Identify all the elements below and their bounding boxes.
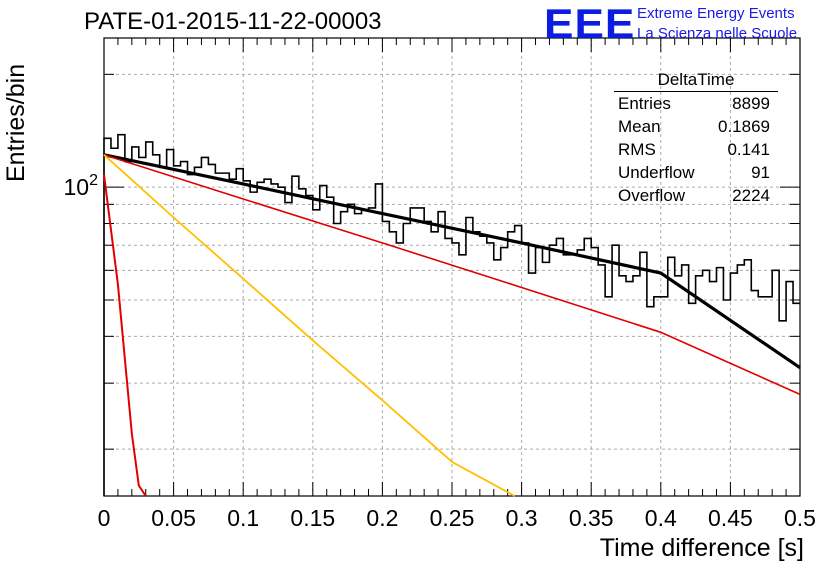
x-tick-label: 0.4 bbox=[645, 505, 677, 531]
fit-component-mid-line bbox=[103, 154, 516, 497]
eee-logo: EEE Extreme Energy Events La Scienza nel… bbox=[544, 0, 834, 47]
chart-title: PATE-01-2015-11-22-00003 bbox=[84, 8, 382, 35]
stats-title: DeltaTime bbox=[614, 70, 778, 92]
x-tick-label: 0.25 bbox=[430, 505, 475, 531]
fit-component-short-line bbox=[103, 174, 147, 497]
x-tick-label: 0.05 bbox=[151, 505, 196, 531]
logo-line2: La Scienza nelle Scuole bbox=[637, 25, 798, 42]
x-tick-label: 0.15 bbox=[290, 505, 335, 531]
stats-label: Overflow bbox=[618, 186, 686, 205]
stats-row-underflow: Underflow 91 bbox=[612, 161, 778, 184]
stats-row-rms: RMS 0.141 bbox=[612, 138, 778, 161]
stats-label: Underflow bbox=[618, 163, 695, 182]
x-tick-label: 0.35 bbox=[569, 505, 614, 531]
stats-row-entries: Entries 8899 bbox=[612, 92, 778, 115]
logo-line1: Extreme Energy Events bbox=[637, 5, 795, 22]
x-tick-label: 0.2 bbox=[366, 505, 398, 531]
stats-value: 91 bbox=[751, 163, 770, 182]
stats-row-overflow: Overflow 2224 bbox=[612, 184, 778, 207]
logo-mark: EEE bbox=[544, 0, 636, 47]
y-tick-label: 102 bbox=[64, 172, 99, 200]
y-axis-label: Entries/bin bbox=[2, 63, 30, 182]
stats-value: 8899 bbox=[732, 94, 770, 113]
stats-label: RMS bbox=[618, 140, 656, 159]
x-axis-label: Time difference [s] bbox=[599, 534, 804, 562]
x-tick-label: 0.45 bbox=[708, 505, 753, 531]
x-tick-label: 0.1 bbox=[227, 505, 259, 531]
fit-component-long-line bbox=[103, 154, 801, 396]
x-tick-label: 0.3 bbox=[506, 505, 538, 531]
stats-row-mean: Mean 0.1869 bbox=[612, 115, 778, 138]
x-tick-label: 0 bbox=[98, 505, 111, 531]
stats-value: 0.141 bbox=[727, 140, 770, 159]
stats-value: 2224 bbox=[732, 186, 770, 205]
stats-label: Mean bbox=[618, 117, 661, 136]
stats-label: Entries bbox=[618, 94, 671, 113]
stats-value: 0.1869 bbox=[718, 117, 770, 136]
x-tick-label: 0.5 bbox=[784, 505, 816, 531]
stats-box: DeltaTime Entries 8899 Mean 0.1869 RMS 0… bbox=[612, 70, 778, 207]
histogram-bars bbox=[103, 133, 800, 496]
fit-total-line bbox=[103, 153, 801, 369]
